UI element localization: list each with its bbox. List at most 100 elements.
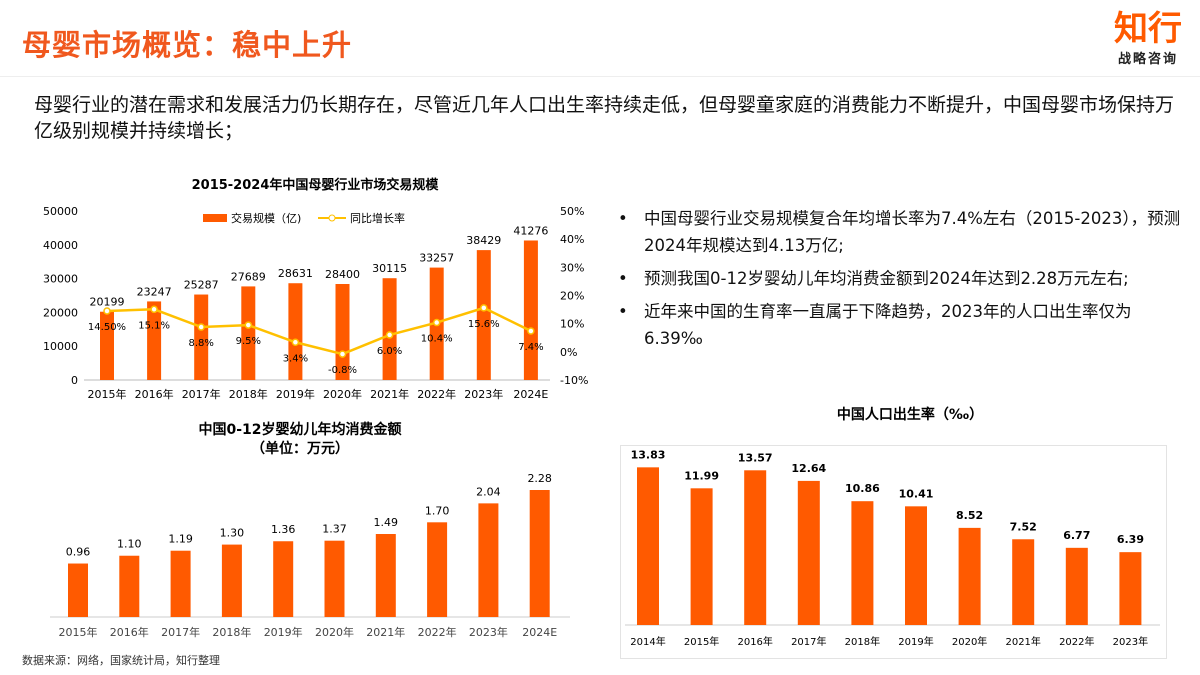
growth-line: [106, 306, 532, 356]
bar-data-label: 28631: [278, 267, 313, 280]
bar-data-label: 2.04: [476, 485, 501, 498]
line-point: [527, 327, 535, 335]
bar-data-label: 1.70: [425, 504, 450, 517]
y-tick-label: 20000: [43, 306, 78, 319]
bar-data-label: 0.96: [66, 546, 91, 559]
bar-data-label: 1.37: [322, 523, 347, 536]
birth-rate-chart-frame: [620, 445, 1167, 659]
bar-data-label: 23247: [137, 285, 172, 298]
x-tick-label: 2019年: [264, 625, 303, 639]
bar-data-label: 1.10: [117, 538, 142, 551]
y2-tick-label: 40%: [560, 233, 584, 246]
x-tick-label: 2015年: [684, 635, 719, 648]
line-data-label: 3.4%: [283, 353, 308, 364]
line-point: [244, 321, 253, 329]
legend-label: 同比增长率: [350, 211, 405, 225]
y2-tick-label: 0%: [560, 346, 577, 359]
y-tick-label: 10000: [43, 340, 78, 353]
x-tick-label: 2023年: [469, 625, 508, 639]
bar-data-label: 30115: [372, 262, 407, 275]
chart-title: 中国0-12岁婴幼儿年均消费金额: [198, 421, 401, 438]
bar: [382, 278, 397, 380]
x-tick-label: 2018年: [212, 625, 251, 639]
bar: [241, 286, 256, 380]
x-tick-label: 2024E: [522, 626, 557, 639]
bullet-list: 中国母婴行业交易规模复合年均增长率为7.4%左右（2015-2023），预测20…: [612, 205, 1182, 358]
x-tick-label: 2018年: [229, 387, 268, 401]
bar-data-label: 28400: [325, 268, 360, 281]
chart-subtitle: （单位：万元）: [251, 440, 349, 457]
x-tick-label: 2017年: [161, 625, 200, 639]
chart-title: 中国人口出生率（‰）: [837, 406, 983, 423]
bar-data-label: 41276: [513, 224, 548, 237]
bar: [905, 506, 927, 625]
bar-data-label: 6.77: [1063, 529, 1090, 542]
line-data-label: 10.4%: [421, 334, 453, 345]
bar: [1012, 539, 1035, 625]
bar-data-label: 13.57: [738, 451, 773, 464]
bar: [958, 527, 981, 625]
bar-data-label: 7.52: [1010, 520, 1037, 533]
bar: [797, 480, 820, 625]
x-tick-label: 2016年: [110, 625, 149, 639]
y-tick-label: 40000: [43, 239, 78, 252]
bar: [478, 503, 499, 617]
line-point: [291, 338, 300, 347]
x-tick-label: 2020年: [315, 625, 354, 639]
logo-sub: 战略咨询: [1117, 52, 1178, 67]
bullet-item: 预测我国0-12岁婴幼儿年均消费金额到2024年达到2.28万元左右;: [612, 265, 1182, 292]
line-point: [385, 331, 394, 339]
line-point: [432, 318, 441, 327]
x-tick-label: 2022年: [417, 387, 456, 401]
y-tick-label: 30000: [43, 273, 78, 286]
bar: [744, 470, 767, 625]
bar: [119, 555, 140, 617]
intro-text: 母婴行业的潜在需求和发展活力仍长期存在，尽管近几年人口出生率持续走低，但母婴童家…: [34, 94, 1175, 142]
x-tick-label: 2023年: [464, 387, 503, 401]
bar: [1065, 547, 1088, 625]
bar: [335, 284, 350, 380]
x-tick-label: 2015年: [59, 625, 98, 639]
bar: [637, 467, 659, 625]
line-data-label: 6.0%: [377, 346, 402, 357]
bar: [375, 534, 396, 617]
bar: [147, 301, 162, 380]
x-tick-label: 2021年: [1005, 635, 1040, 648]
x-tick-label: 2022年: [418, 625, 457, 639]
y2-tick-label: 50%: [560, 205, 584, 218]
y2-tick-label: -10%: [560, 374, 588, 387]
y2-tick-label: 30%: [560, 261, 584, 274]
divider: [0, 76, 1200, 77]
line-data-label: 7.4%: [518, 342, 543, 353]
page-title: 母婴市场概览：稳中上升: [22, 28, 353, 62]
x-tick-label: 2020年: [952, 635, 987, 648]
bullet-item: 中国母婴行业交易规模复合年均增长率为7.4%左右（2015-2023），预测20…: [612, 205, 1182, 259]
bar-data-label: 1.30: [220, 527, 245, 540]
bar: [523, 240, 538, 380]
line-data-label: -0.8%: [328, 365, 357, 376]
x-tick-label: 2017年: [791, 635, 826, 648]
line-data-label: 15.6%: [468, 319, 500, 330]
bar-data-label: 12.64: [791, 462, 826, 475]
x-tick-label: 2019年: [276, 387, 315, 401]
bar: [273, 541, 294, 617]
x-tick-label: 2019年: [898, 635, 933, 648]
bar: [288, 283, 303, 380]
bar-data-label: 10.41: [899, 487, 934, 500]
bar: [529, 490, 550, 617]
y-tick-label: 0: [71, 374, 78, 387]
x-tick-label: 2014年: [630, 635, 665, 648]
bar-data-label: 8.52: [956, 509, 983, 522]
bar: [170, 550, 191, 617]
bar-data-label: 2.28: [527, 472, 552, 485]
bar: [68, 563, 88, 617]
bar-data-label: 27689: [231, 270, 266, 283]
bar: [476, 250, 491, 380]
line-point: [197, 323, 205, 331]
line-data-label: 15.1%: [138, 320, 170, 331]
line-point: [103, 307, 111, 315]
legend-line-marker: [328, 214, 336, 222]
line-point: [480, 304, 488, 312]
line-data-label: 14.50%: [88, 322, 126, 333]
x-tick-label: 2021年: [366, 625, 405, 639]
